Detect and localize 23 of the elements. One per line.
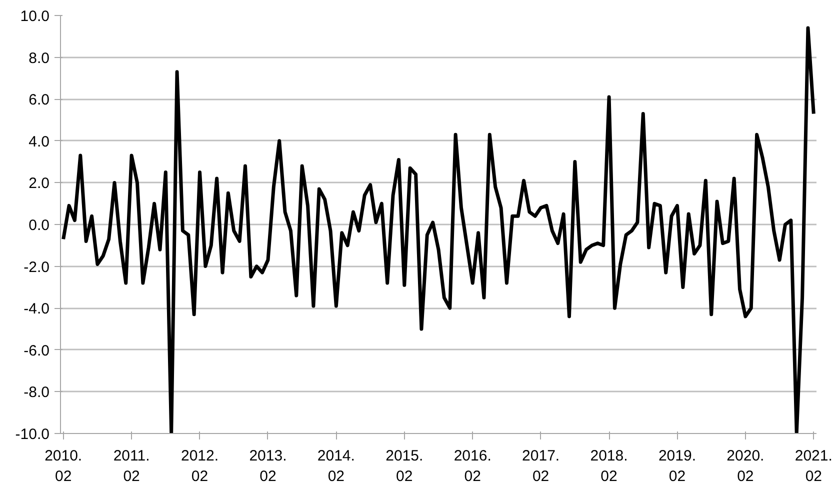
x-tick-label: 2011. 02 xyxy=(113,448,150,485)
x-tick-label: 2020. 02 xyxy=(726,448,764,485)
y-tick-label: -10.0 xyxy=(15,426,50,443)
y-tick-label: 10.0 xyxy=(20,8,50,25)
y-tick-label: 4.0 xyxy=(28,133,50,150)
y-tick-label: -4.0 xyxy=(24,300,50,318)
x-tick-label: 2019. 02 xyxy=(658,448,696,485)
x-tick-label: 2021. 02 xyxy=(794,448,832,485)
x-tick-label: 2013. 02 xyxy=(249,448,287,485)
x-tick-label: 2017. 02 xyxy=(522,448,560,485)
y-tick-label: -8.0 xyxy=(24,384,50,402)
x-tick-label: 2016. 02 xyxy=(454,448,492,485)
y-tick-label: 8.0 xyxy=(28,50,50,67)
x-tick-label: 2012. 02 xyxy=(180,448,219,485)
y-tick-label: -6.0 xyxy=(24,342,50,360)
x-tick-label: 2014. 02 xyxy=(317,448,355,485)
y-tick-label: 6.0 xyxy=(28,92,50,109)
y-tick-label: -2.0 xyxy=(24,258,50,276)
x-tick-label: 2018. 02 xyxy=(590,448,628,485)
y-tick-label: 0.0 xyxy=(28,217,50,234)
y-tick-label: 2.0 xyxy=(28,175,50,192)
x-tick-label: 2010. 02 xyxy=(44,448,82,485)
x-tick-label: 2015. 02 xyxy=(386,448,424,485)
